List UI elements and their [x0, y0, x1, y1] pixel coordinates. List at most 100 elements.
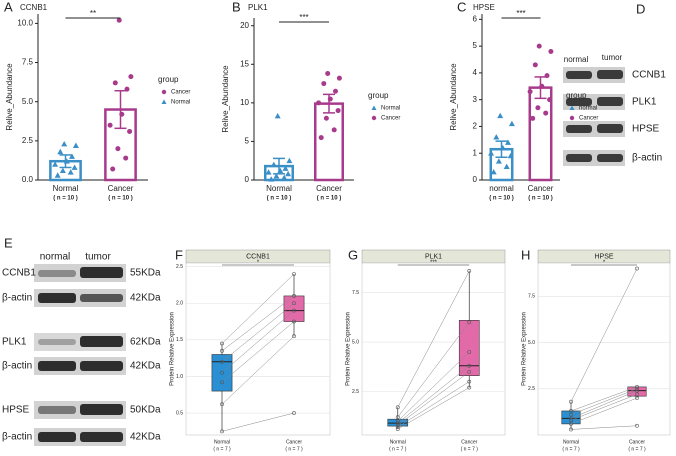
y-tick-label: 0: [245, 175, 250, 184]
size-label: 55KDa: [130, 268, 161, 279]
pair-line: [570, 425, 638, 430]
box-panel: G PLK1 2.5 5.0 7.5 Protein Relative Expressio…: [346, 247, 506, 452]
point: [282, 165, 289, 171]
pair-line: [570, 388, 638, 415]
x-tick-label: Normal: [214, 439, 230, 445]
lane-label: normal: [40, 252, 71, 263]
panel-letter: A: [4, 0, 13, 14]
point: [569, 416, 573, 421]
chart-title: CCNB1: [246, 253, 270, 260]
pair-line: [570, 268, 638, 402]
point: [635, 386, 639, 391]
significance-label: ***: [299, 13, 308, 22]
protein-label: β-actin: [2, 432, 32, 443]
point: [467, 379, 472, 384]
point: [536, 43, 542, 49]
y-tick-label: 1.5: [176, 337, 183, 343]
point: [59, 167, 66, 174]
point: [336, 75, 342, 81]
point: [543, 110, 549, 116]
legend-label: normal: [579, 106, 597, 112]
point: [547, 97, 553, 103]
point: [119, 111, 125, 117]
box-panel: H HPSE 2.5 5.0 7.5 Protein Relative Expressio…: [521, 247, 671, 452]
bands: [34, 264, 126, 446]
y-tick-label: 5.0: [22, 97, 34, 106]
x-tick-label: Cancer: [108, 184, 134, 193]
pair-line: [397, 387, 470, 430]
y-tick-label: 2.5: [528, 386, 535, 392]
point: [467, 363, 472, 368]
point: [292, 334, 296, 339]
legend-label: Normal: [171, 100, 190, 106]
point: [493, 134, 500, 140]
bar-panel: B PLK1 0 5 10 15 20 Relive_Abundance Normal ( n =…: [221, 0, 400, 202]
point: [71, 164, 78, 170]
point: [323, 115, 329, 121]
point: [635, 396, 639, 400]
pair-line: [397, 270, 470, 408]
y-tick-label: 5.0: [352, 339, 359, 345]
panel-letter: C: [457, 0, 466, 14]
x-tick-label: Normal: [390, 439, 406, 445]
x-tick-note: ( n = 10 ): [317, 196, 342, 202]
size-label: 62KDa: [130, 337, 161, 348]
point: [316, 100, 322, 106]
x-tick-note: ( n = 10 ): [108, 196, 133, 202]
point: [395, 425, 400, 429]
point: [548, 48, 554, 54]
point: [292, 294, 296, 298]
x-tick-note: ( n = 10 ): [267, 196, 292, 202]
x-tick-label: Cancer: [528, 184, 554, 193]
legend-marker: [371, 115, 377, 121]
point: [220, 348, 224, 353]
point: [497, 112, 504, 119]
point: [127, 128, 133, 134]
point: [107, 122, 113, 128]
point: [527, 89, 533, 95]
point: [325, 71, 331, 77]
pair-line: [570, 397, 638, 425]
y-axis-label: Protein Relative Expression: [170, 312, 176, 386]
point: [467, 269, 472, 273]
point: [292, 308, 296, 313]
point: [124, 86, 130, 92]
point: [270, 161, 277, 167]
point: [395, 423, 400, 428]
panel-letter: H: [521, 247, 530, 262]
pair-line: [397, 381, 470, 428]
y-tick-label: 10.0: [17, 19, 33, 28]
point: [395, 427, 400, 431]
protein-label: CCNB1: [2, 268, 36, 279]
point: [63, 158, 70, 164]
y-tick-label: 1: [473, 148, 478, 157]
x-tick-label: Normal: [53, 184, 79, 193]
pair-line: [397, 351, 470, 422]
point: [495, 158, 502, 164]
point: [539, 83, 545, 89]
y-tick-label: 0.0: [22, 175, 34, 184]
x-tick-label: Cancer: [316, 184, 342, 193]
point: [321, 81, 327, 87]
point: [569, 409, 573, 413]
protein-label: PLK1: [632, 97, 657, 108]
blot-e: E normal tumor: [4, 235, 126, 446]
point: [292, 319, 296, 324]
point: [535, 105, 541, 111]
point: [635, 392, 639, 397]
point: [333, 88, 338, 94]
point: [110, 166, 116, 172]
pair-line: [570, 390, 638, 419]
point: [395, 415, 400, 420]
significance-label: ***: [516, 9, 525, 18]
point: [395, 421, 400, 426]
size-label: 42KDa: [130, 432, 161, 443]
x-tick-label: Cancer: [286, 439, 302, 445]
legend-marker: [569, 115, 575, 121]
panel-letter: E: [4, 235, 13, 250]
y-tick-label: 3: [473, 95, 478, 104]
plot-area: [361, 262, 506, 436]
lane-label: tumor: [602, 53, 623, 62]
y-tick-label: 7.5: [352, 290, 359, 296]
